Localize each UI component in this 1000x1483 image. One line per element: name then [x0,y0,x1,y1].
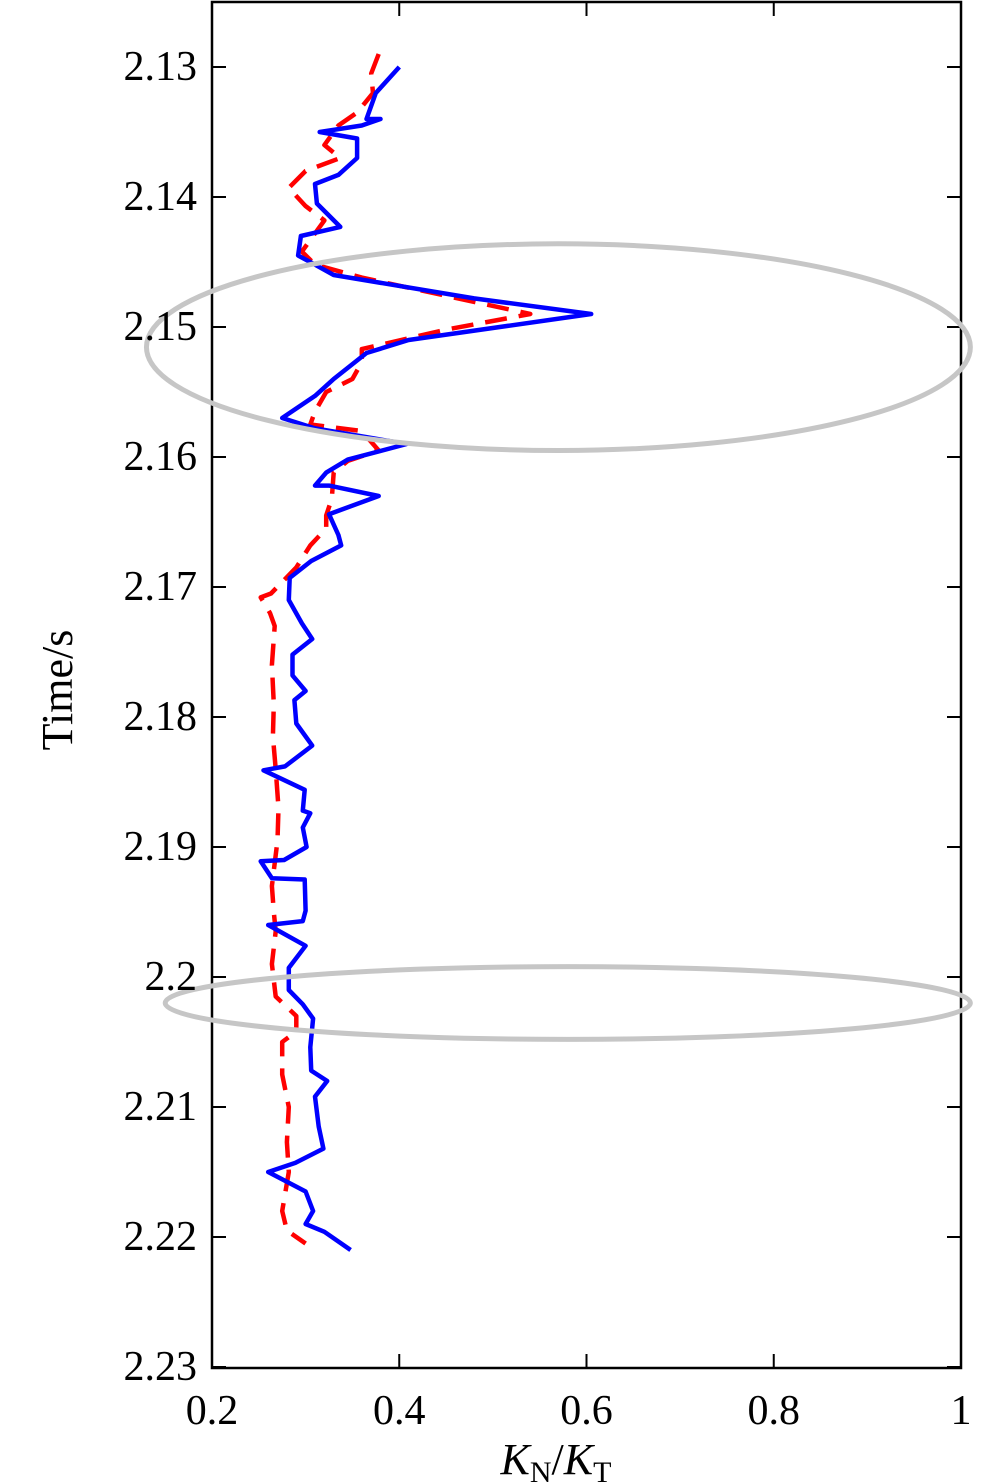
x-axis-label: KN/KT [500,1435,612,1483]
annotation-group [143,241,973,1042]
y-axis-label: Time/s [33,630,82,751]
highlight-ellipse [143,241,973,453]
tick-labels: 0.2 0.4 0.6 0.8 1 2.13 2.14 2.15 2.16 2.17 2.18 2.1… [124,44,972,1434]
y-tick-label: 2.16 [124,434,198,480]
y-tick-label: 2.22 [124,1214,198,1260]
highlight-ellipse [162,964,973,1042]
x-tick-label: 1 [951,1388,972,1434]
x-tick-label: 0.2 [186,1388,239,1434]
x-tick-label: 0.8 [748,1388,801,1434]
y-tick-label: 2.18 [124,694,198,740]
y-tick-label: 2.23 [124,1344,198,1390]
y-tick-label: 2.21 [124,1084,198,1130]
y-tick-label: 2.19 [124,824,198,870]
y-tick-label: 2.2 [145,954,198,1000]
y-tick-label: 2.17 [124,564,198,610]
y-tick-label: 2.15 [124,304,198,350]
series-line-dashed [258,53,533,1246]
x-tick-label: 0.6 [560,1388,613,1434]
x-tick-label: 0.4 [373,1388,426,1434]
y-tick-label: 2.14 [124,174,198,220]
ticks [211,2,962,1368]
y-tick-label: 2.13 [124,44,198,90]
